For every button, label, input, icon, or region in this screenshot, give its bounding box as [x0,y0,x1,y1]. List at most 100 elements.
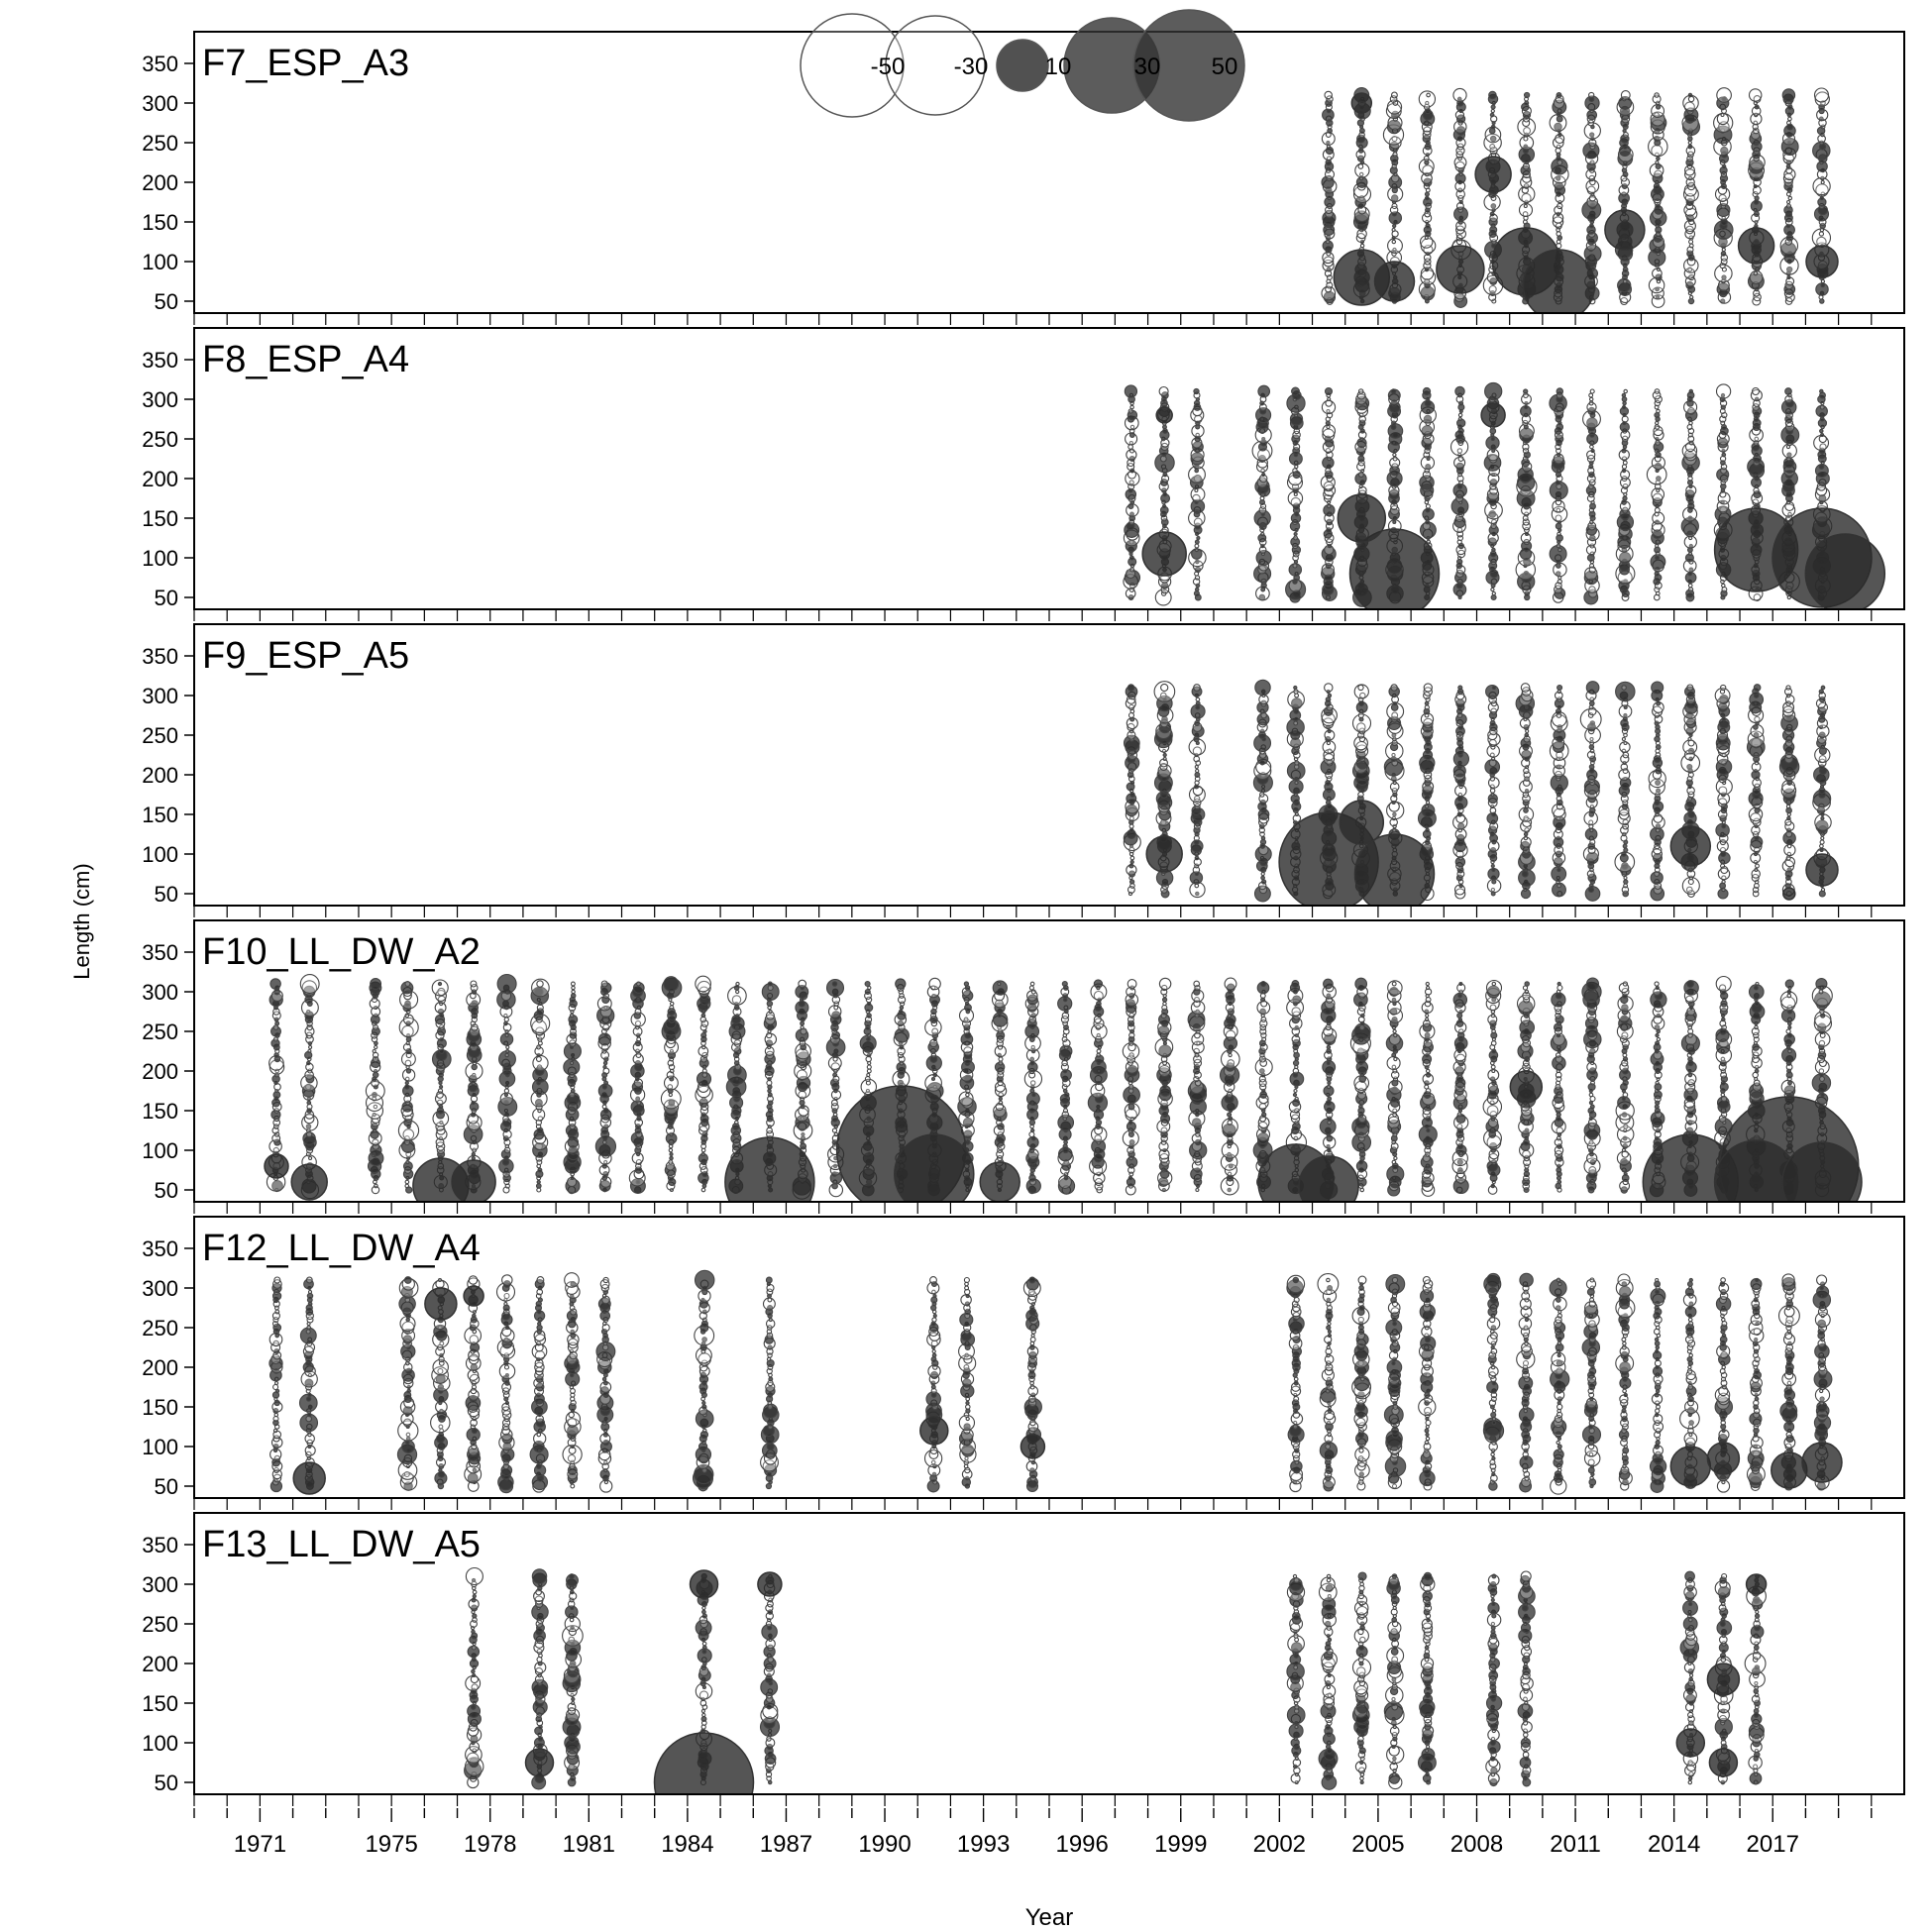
bubble [1753,270,1759,276]
bubble [833,1131,839,1137]
bubble [1587,521,1597,531]
bubble [731,1123,740,1130]
bubble [929,1055,938,1063]
bubble [1787,116,1792,122]
bubble [404,1084,410,1090]
bubble [1656,156,1661,161]
bubble [1621,468,1627,474]
y-tick-label: 100 [142,250,178,274]
bubble [1489,144,1496,150]
bubble [1720,146,1729,156]
bubble-large [1805,245,1839,278]
bubble [437,981,443,987]
bubble [1391,227,1396,233]
bubble [1819,298,1825,304]
bubble [829,1078,840,1088]
bubble [1687,140,1692,146]
bubble [1753,684,1762,692]
bubble [601,1104,607,1110]
bubble [859,1034,877,1052]
bubble [866,1013,872,1019]
bubble-large [1805,853,1839,887]
bubble [1260,531,1265,537]
bubble [1292,468,1298,474]
bubble [1356,722,1366,732]
bubble [1127,711,1135,719]
bubble [1618,768,1631,782]
bubble [1031,1092,1036,1098]
bubble [1325,697,1332,702]
bubble [1189,871,1204,885]
bubble [1194,772,1201,778]
bubble [1490,124,1496,130]
bubble [1162,752,1167,758]
bubble [1588,819,1594,825]
bubble [602,1060,608,1066]
bubble [1688,551,1693,557]
bubble [993,1107,1008,1123]
bubble [601,1139,607,1145]
bubble [1819,388,1824,394]
bubble [1687,515,1693,521]
bubble [1655,286,1660,292]
bubble [600,982,612,994]
bubble [372,1051,379,1059]
bubble [1523,815,1529,821]
bubble-large [1348,528,1441,609]
bubble [1751,869,1761,879]
bubble [1195,891,1200,897]
bubble [1820,815,1825,821]
bubble [1753,486,1760,494]
bubble [866,1068,872,1074]
bubble [405,1068,412,1074]
bubble [1655,160,1660,165]
bubble [668,1099,676,1107]
bubble [1620,763,1629,771]
bubble [270,1038,280,1048]
bubble [1129,859,1134,865]
bubble [1754,104,1760,110]
bubble [1819,404,1825,410]
bubble [472,1072,477,1078]
bubble [1721,452,1727,458]
bubble [1588,744,1595,750]
bubble [1590,448,1595,454]
bubble [1358,699,1365,707]
panel-title: F9_ESP_A5 [202,635,409,677]
bubble [1589,806,1596,814]
bubble [665,1161,676,1171]
bubble [1426,92,1431,98]
bubble [1753,724,1759,730]
bubble [1490,593,1497,601]
bubble [1588,510,1596,518]
bubble [372,1138,379,1146]
bubble [1720,863,1726,869]
bubble [1424,704,1430,710]
bubble [1357,472,1364,478]
bubble [1030,1044,1035,1050]
bubble [1423,156,1430,161]
bubble [1656,476,1662,482]
bubble [537,1040,543,1046]
bubble [1552,99,1567,115]
bubble [1820,835,1825,841]
bubble [1293,531,1298,537]
bubble [471,1151,476,1157]
y-tick-label: 350 [142,940,178,965]
bubble [1686,424,1693,430]
bubble [1194,539,1200,545]
bubble [1656,408,1661,414]
bubble [1785,203,1792,209]
bubble [763,1017,778,1030]
bubble [698,1152,708,1164]
bubble [1491,867,1496,873]
bubble [1555,514,1562,522]
bubble [571,985,576,991]
bubble [1721,274,1727,280]
bubble [1618,704,1633,718]
bubble [1684,553,1694,563]
bubble [992,980,1008,996]
bubble [700,1031,707,1039]
